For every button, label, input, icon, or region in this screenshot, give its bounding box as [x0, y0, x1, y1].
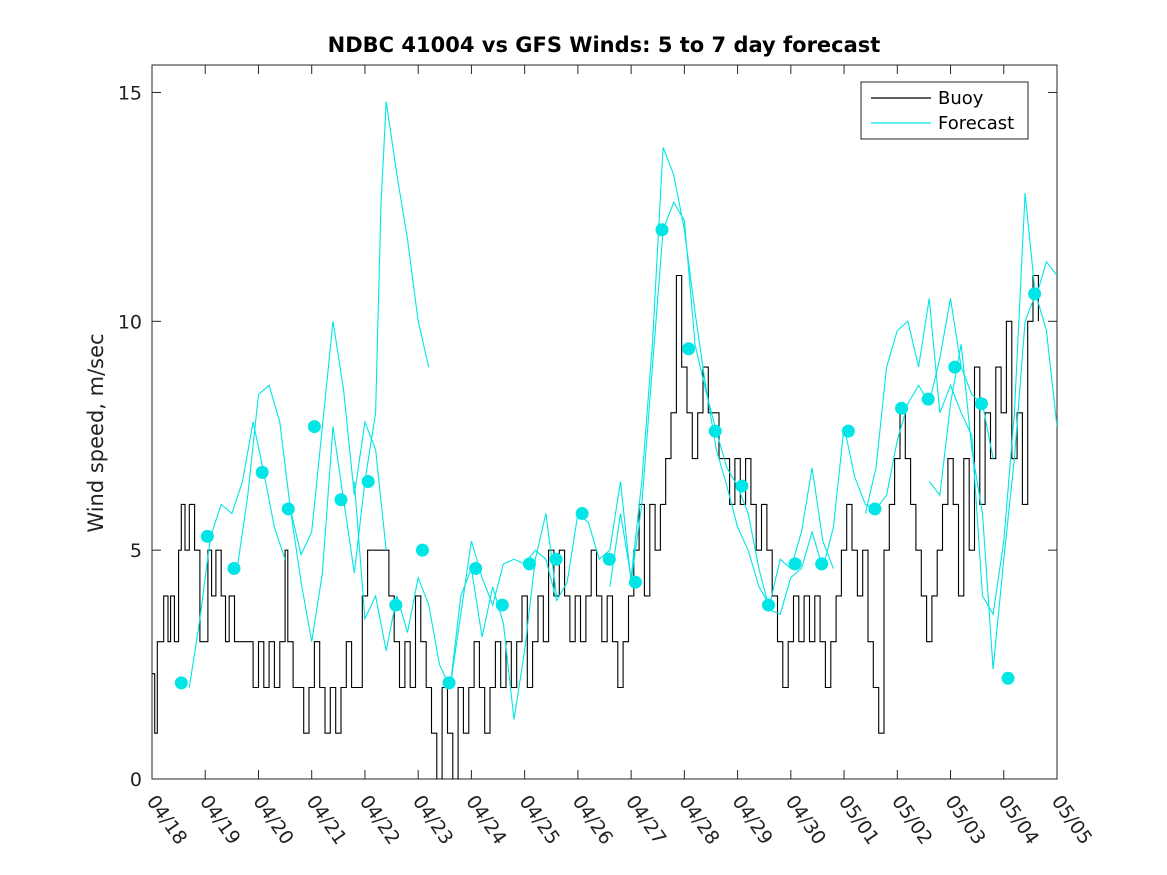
forecast-series-line-1 [188, 421, 286, 688]
forecast-marker [1028, 287, 1042, 301]
forecast-marker [948, 360, 962, 374]
x-tick-label: 04/30 [781, 791, 830, 848]
forecast-marker [682, 342, 696, 356]
forecast-marker [281, 502, 295, 516]
x-tick-label: 04/20 [248, 791, 297, 848]
y-tick-label: 10 [118, 311, 142, 333]
x-tick-label: 04/21 [302, 791, 351, 848]
x-tick-label: 04/27 [621, 791, 670, 848]
forecast-marker [655, 223, 669, 237]
forecast-marker [442, 676, 456, 690]
forecast-marker [735, 479, 749, 493]
y-tick-label: 15 [118, 82, 142, 104]
x-tick-label: 05/04 [994, 791, 1043, 848]
buoy-series-line [152, 274, 1039, 779]
forecast-marker [200, 529, 214, 543]
chart-title: NDBC 41004 vs GFS Winds: 5 to 7 day fore… [328, 33, 881, 57]
forecast-marker [255, 465, 269, 479]
forecast-marker [788, 557, 802, 571]
forecast-marker [469, 561, 483, 575]
x-tick-label: 05/03 [940, 791, 989, 848]
forecast-marker [307, 420, 321, 434]
forecast-marker [522, 557, 536, 571]
forecast-series-line-4 [353, 481, 558, 720]
forecast-marker [495, 598, 509, 612]
legend-label-1: Forecast [938, 113, 1014, 134]
forecast-marker [921, 392, 935, 406]
forecast-marker [1001, 671, 1015, 685]
legend-box [860, 81, 1029, 140]
forecast-marker [841, 424, 855, 438]
forecast-series-line-6 [609, 147, 834, 607]
x-tick-label: 04/19 [195, 791, 244, 848]
forecast-series-line-2 [236, 321, 387, 569]
y-axis-label: Wind speed, m/sec [84, 333, 108, 532]
forecast-marker [334, 493, 348, 507]
forecast-marker [868, 502, 882, 516]
x-tick-label: 05/05 [1047, 791, 1096, 848]
forecast-marker [602, 552, 616, 566]
x-tick-label: 04/29 [727, 791, 776, 848]
x-tick-label: 04/18 [142, 791, 191, 848]
y-tick-label: 5 [130, 540, 142, 562]
forecast-marker [549, 552, 563, 566]
x-tick-label: 05/01 [834, 791, 883, 848]
forecast-marker [628, 575, 642, 589]
x-tick-label: 05/02 [887, 791, 936, 848]
axes-box [151, 64, 1058, 780]
legend: Buoy Forecast [860, 81, 1029, 140]
legend-label-0: Buoy [938, 88, 984, 109]
forecast-marker [708, 424, 722, 438]
x-tick-label: 04/23 [408, 791, 457, 848]
forecast-marker [974, 397, 988, 411]
x-tick-label: 04/28 [674, 791, 723, 848]
forecast-marker [815, 557, 829, 571]
forecast-marker [895, 401, 909, 415]
forecast-marker [575, 507, 589, 521]
x-tick-label: 04/24 [461, 791, 510, 848]
forecast-marker [227, 561, 241, 575]
x-tick-label: 04/22 [355, 791, 404, 848]
forecast-marker [761, 598, 775, 612]
forecast-series-line-8 [864, 193, 1057, 616]
x-tick-label: 04/25 [515, 791, 564, 848]
forecast-marker [361, 475, 375, 488]
forecast-marker [389, 598, 403, 612]
forecast-marker [415, 543, 429, 557]
x-tick-label: 04/26 [568, 791, 617, 848]
forecast-marker [174, 676, 188, 690]
data-layer [152, 101, 1057, 779]
forecast-series-line-7 [715, 298, 994, 615]
forecast-series-line-3 [289, 101, 430, 642]
y-tick-label: 0 [130, 769, 142, 791]
